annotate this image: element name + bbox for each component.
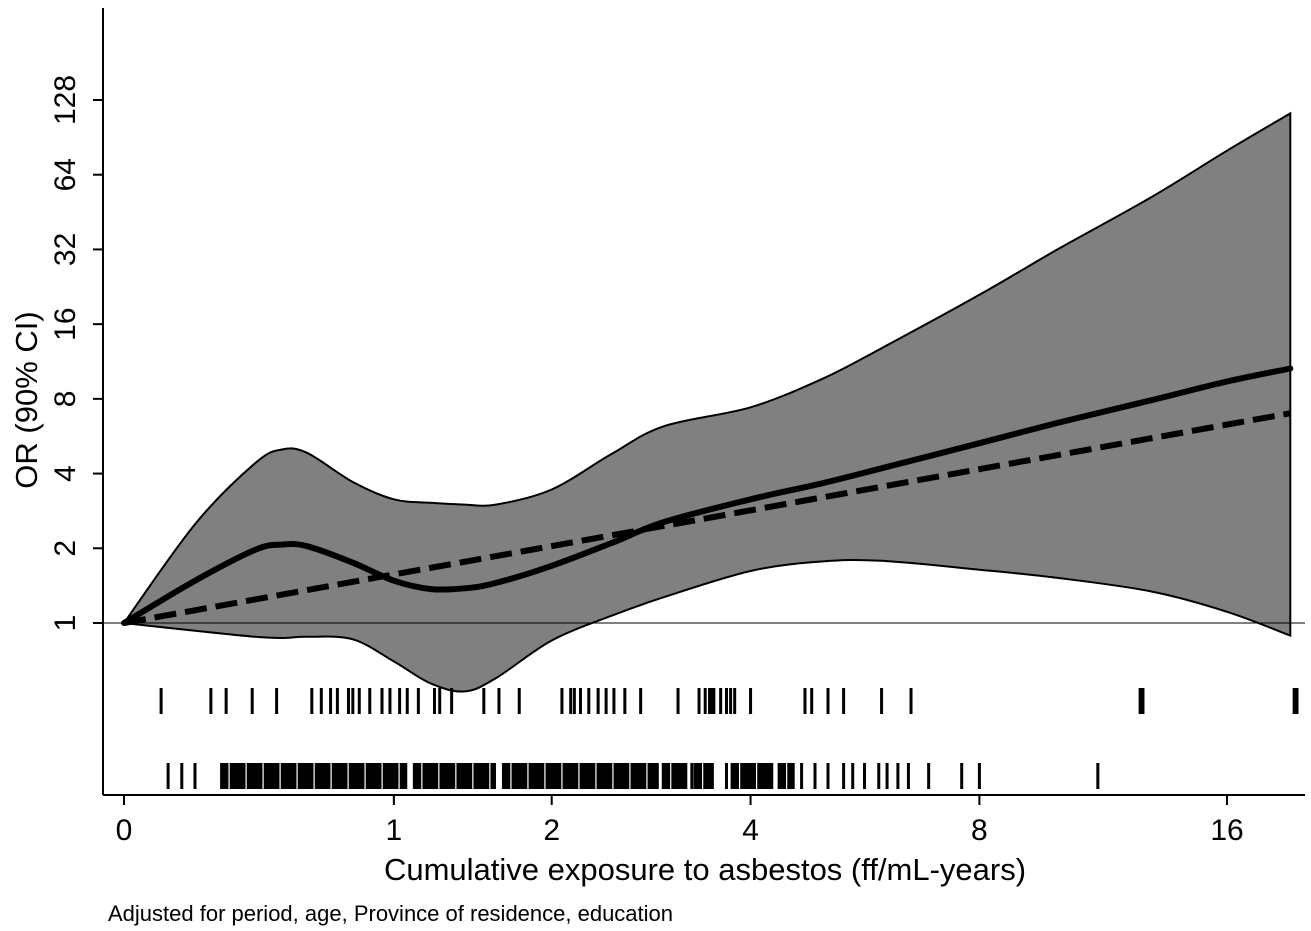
linear-trend-line <box>123 410 1291 626</box>
axes <box>102 8 1305 796</box>
y-tick-label: 16 <box>49 307 82 340</box>
rug-block-control <box>730 763 774 789</box>
y-axis-title: OR (90% CI) <box>9 311 44 488</box>
x-axis-title: Cumulative exposure to asbestos (ff/mL-y… <box>384 852 1026 887</box>
x-tick-label: 0 <box>116 814 133 847</box>
x-tick-label: 8 <box>971 814 988 847</box>
y-tick-label: 1 <box>49 615 82 632</box>
rug-block-control <box>693 763 714 789</box>
y-axis-ticks: 1 2 4 8 16 32 64 128 <box>49 75 103 631</box>
y-tick-label: 8 <box>49 391 82 408</box>
x-tick-label: 1 <box>386 814 403 847</box>
y-tick-label: 64 <box>49 158 82 191</box>
rug-block-control <box>412 763 496 789</box>
x-axis-ticks: 0 1 2 4 8 16 <box>116 795 1244 847</box>
x-tick-label: 4 <box>742 814 759 847</box>
adjustment-note: Adjusted for period, age, Province of re… <box>108 901 673 926</box>
y-tick-label: 4 <box>49 465 82 482</box>
rug-block-control <box>661 763 688 789</box>
x-tick-label: 16 <box>1210 814 1243 847</box>
confidence-interval-band <box>122 111 1292 693</box>
y-tick-label: 32 <box>49 233 82 266</box>
rug-block-control <box>501 763 659 789</box>
exposure-rug <box>159 688 1299 789</box>
spline-or-line <box>121 365 1294 626</box>
x-tick-label: 2 <box>543 814 560 847</box>
y-tick-label: 2 <box>49 540 82 557</box>
y-tick-label: 128 <box>49 75 82 125</box>
